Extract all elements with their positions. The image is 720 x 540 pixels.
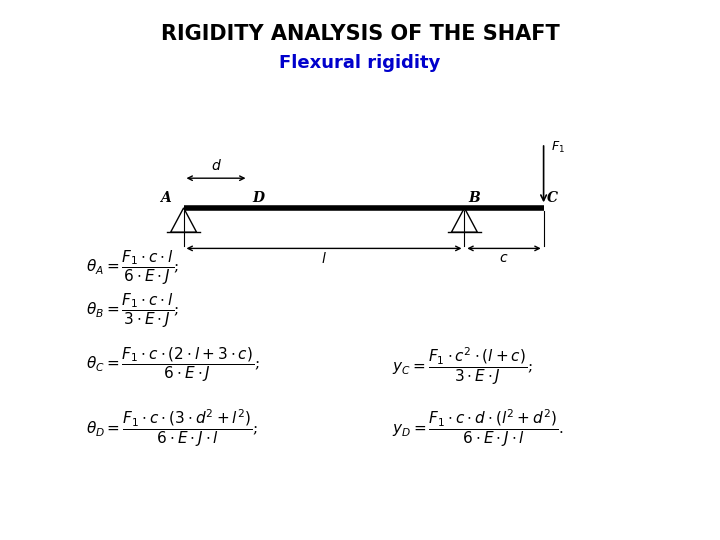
Text: $\theta_B = \dfrac{F_1 \cdot c \cdot l}{3 \cdot E \cdot J}$;: $\theta_B = \dfrac{F_1 \cdot c \cdot l}{…: [86, 292, 180, 330]
Text: $y_D = \dfrac{F_1 \cdot c \cdot d \cdot (l^2 + d^2)}{6 \cdot E \cdot J \cdot l}$: $y_D = \dfrac{F_1 \cdot c \cdot d \cdot …: [392, 408, 564, 449]
Text: $\theta_D = \dfrac{F_1 \cdot c \cdot (3 \cdot d^2 + l^2)}{6 \cdot E \cdot J \cdo: $\theta_D = \dfrac{F_1 \cdot c \cdot (3 …: [86, 408, 258, 449]
Text: RIGIDITY ANALYSIS OF THE SHAFT: RIGIDITY ANALYSIS OF THE SHAFT: [161, 24, 559, 44]
Text: $c$: $c$: [499, 251, 509, 265]
Text: $F_1$: $F_1$: [551, 140, 564, 156]
Text: $d$: $d$: [210, 158, 222, 173]
Text: C: C: [547, 191, 558, 205]
Text: B: B: [468, 191, 480, 205]
Text: Flexural rigidity: Flexural rigidity: [279, 54, 441, 72]
Text: A: A: [160, 191, 171, 205]
Text: $\theta_A = \dfrac{F_1 \cdot c \cdot l}{6 \cdot E \cdot J}$;: $\theta_A = \dfrac{F_1 \cdot c \cdot l}{…: [86, 248, 180, 287]
Text: $y_C = \dfrac{F_1 \cdot c^2 \cdot (l + c)}{3 \cdot E \cdot J}$;: $y_C = \dfrac{F_1 \cdot c^2 \cdot (l + c…: [392, 346, 533, 387]
Text: D: D: [252, 191, 264, 205]
Text: $\theta_C = \dfrac{F_1 \cdot c \cdot (2 \cdot l + 3 \cdot c)}{6 \cdot E \cdot J}: $\theta_C = \dfrac{F_1 \cdot c \cdot (2 …: [86, 346, 260, 384]
Text: $l$: $l$: [321, 251, 327, 266]
